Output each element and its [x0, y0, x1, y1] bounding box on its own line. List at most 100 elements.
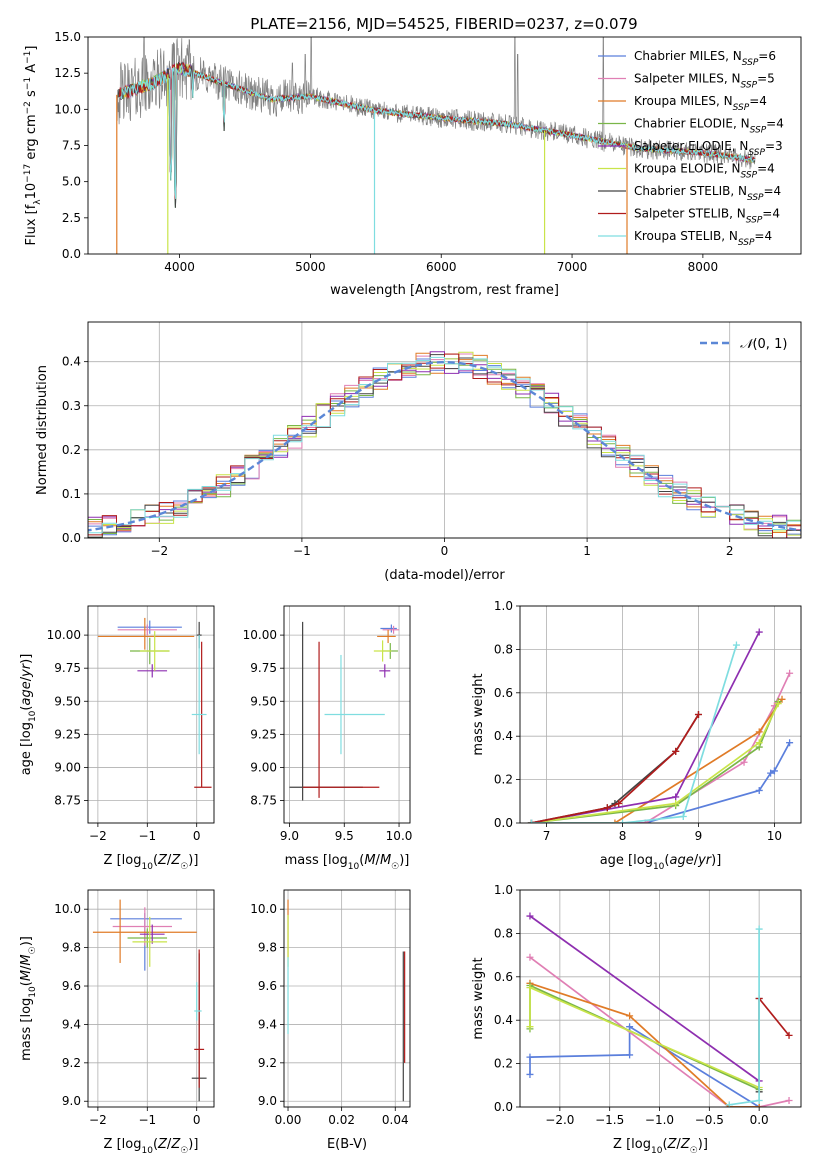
data-point [526, 1023, 534, 1031]
y-tick-label: 12.5 [54, 66, 81, 80]
y-tick-label: 8.75 [250, 794, 277, 808]
x-tick-label: −0.5 [695, 1113, 724, 1127]
panel-mass-vs-ebv: 0.00 0.02 0.04 9.0 9.2 9.4 9.6 9.8 10.0 E(B-V) [250, 889, 411, 1152]
plot-area [92, 899, 207, 1102]
y-tick-label: 0.0 [62, 247, 81, 261]
x-tick-label: −1 [138, 1113, 156, 1127]
data-point [785, 1096, 793, 1104]
data-point [526, 912, 534, 920]
legend-label: Chabrier MILES, NSSP=6 [634, 49, 776, 68]
weight-line [529, 986, 760, 1089]
y-tick-label: 9.8 [258, 941, 277, 955]
x-tick-label: 0 [193, 829, 201, 843]
data-point [694, 711, 702, 718]
x-tick-label: 9.0 [280, 829, 299, 843]
weight-line [758, 997, 790, 1036]
y-tick-label: 9.00 [54, 760, 81, 774]
axes-frame [283, 889, 411, 1108]
x-tick-label: 10.0 [386, 829, 413, 843]
y-tick-label: 0.4 [494, 1013, 513, 1027]
y-tick-label: 9.50 [54, 694, 81, 708]
y-tick-label: 9.25 [250, 727, 277, 741]
plot-area [116, 37, 756, 254]
x-tick-label: 0 [441, 544, 449, 558]
data-point [755, 628, 763, 636]
x-tick-label: −1 [138, 829, 156, 843]
legend-label: Kroupa STELIB, NSSP=4 [634, 229, 772, 248]
data-point [755, 1103, 763, 1107]
data-point [526, 984, 534, 992]
model-spectrum [120, 63, 756, 200]
x-axis-label: mass [log10(M/M☉)] [285, 853, 410, 872]
y-tick-label: 0.0 [494, 1100, 513, 1114]
x-tick-label: −1.5 [595, 1113, 624, 1127]
figure-title: PLATE=2156, MJD=54525, FIBERID=0237, z=0… [250, 15, 637, 33]
data-point [619, 819, 627, 823]
data-point [626, 1051, 634, 1059]
data-point [740, 758, 748, 766]
data-point [626, 1012, 634, 1020]
y-tick-label: 9.25 [54, 727, 81, 741]
y-tick-label: 9.75 [54, 661, 81, 675]
y-tick-label: 0.0 [62, 531, 81, 545]
y-tick-label: 9.00 [250, 760, 277, 774]
data-point [786, 669, 794, 677]
data-point [526, 1053, 534, 1061]
y-tick-label: 10.0 [54, 902, 81, 916]
data-point [732, 641, 740, 649]
x-axis-label: Z [log10(Z/Z☉)] [104, 1137, 199, 1156]
data-point [615, 799, 623, 807]
y-axis-label: age [log10(age/yr)] [19, 654, 38, 776]
panel-mass-weight-vs-age: 7 8 9 10 0.0 0.2 0.4 0.6 0.8 1.0 age [log10(age/yr… [471, 599, 802, 872]
legend-label: Chabrier ELODIE, NSSP=4 [634, 117, 784, 136]
legend-label: Salpeter STELIB, NSSP=4 [634, 207, 780, 226]
x-tick-label: −2 [89, 829, 107, 843]
x-axis-label: wavelength [Angstrom, rest frame] [330, 283, 559, 298]
y-tick-label: 0.0 [494, 816, 513, 830]
y-axis-label: mass weight [471, 673, 486, 755]
y-tick-label: 9.6 [62, 979, 81, 993]
x-tick-label: 0.04 [382, 1113, 409, 1127]
legend-label: Kroupa MILES, NSSP=4 [634, 94, 767, 113]
y-tick-label: 9.0 [258, 1094, 277, 1108]
data-point [626, 1023, 634, 1031]
residuals-legend: 𝒩(0, 1) [700, 337, 787, 352]
axes-frame [87, 889, 215, 1108]
x-tick-label: 7 [543, 829, 551, 843]
weight-line [531, 644, 738, 823]
plot-area [97, 617, 212, 788]
legend-label: Salpeter ELODIE, NSSP=3 [634, 139, 783, 158]
y-tick-label: 9.50 [250, 694, 277, 708]
plot-area [88, 351, 801, 538]
x-tick-label: 5000 [295, 260, 326, 274]
panel-spectrum: 4000 5000 6000 7000 8000 0.0 2.5 5.0 7.5 10.0 12.5… [23, 30, 802, 298]
x-tick-label: 0.0 [750, 1113, 769, 1127]
axes-frame [87, 321, 802, 539]
data-point [725, 1101, 733, 1107]
legend-label: Kroupa ELODIE, NSSP=4 [634, 162, 775, 181]
y-tick-label: 9.75 [250, 661, 277, 675]
plot-area [527, 628, 794, 823]
plot-area [526, 912, 793, 1107]
spectrum-legend: Chabrier MILES, NSSP=6 Salpeter MILES, NS… [598, 49, 784, 248]
y-tick-label: 10.0 [250, 902, 277, 916]
x-tick-label: 2 [726, 544, 734, 558]
weight-line [531, 703, 779, 823]
x-axis-label: age [log10(age/yr)] [600, 853, 722, 872]
data-point [755, 739, 763, 747]
x-tick-label: 6000 [426, 260, 457, 274]
data-point [755, 786, 763, 794]
x-tick-label: 9 [695, 829, 703, 843]
x-tick-label: 0 [193, 1113, 201, 1127]
y-tick-label: 15.0 [54, 30, 81, 44]
data-point [679, 812, 687, 820]
x-tick-label: 9.5 [335, 829, 354, 843]
y-axis-label: Flux [fλ10−17 erg cm−2 s−1 A−1] [23, 46, 43, 246]
y-tick-label: 0.6 [494, 686, 513, 700]
data-point [785, 1031, 793, 1039]
weight-line [529, 982, 760, 1107]
data-point [672, 793, 680, 801]
data-point [755, 925, 763, 933]
y-axis-label: mass [log10(M/M☉)] [19, 936, 38, 1061]
data-point [778, 695, 786, 703]
